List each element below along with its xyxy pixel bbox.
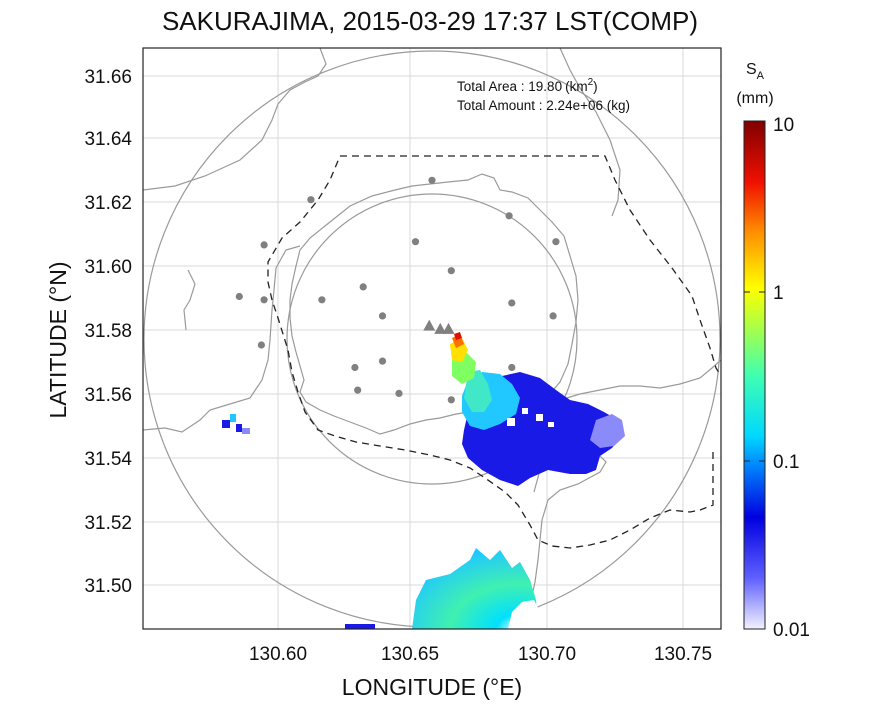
station-markers [235,176,560,404]
chart-title: SAKURAJIMA, 2015-03-29 17:37 LST(COMP) [162,6,698,36]
plot-area [143,48,721,629]
vent-markers [423,319,455,334]
y-axis: 31.66 31.64 31.62 31.60 31.58 31.56 31.5… [45,67,132,597]
station-marker [260,241,268,249]
x-tick-label: 130.65 [381,644,439,665]
total-area-unit-close: ) [593,79,598,94]
ash-deposit-fan-south [345,548,540,629]
y-tick-label: 31.52 [84,513,132,534]
colorbar-symbol-sub: A [757,70,765,82]
station-marker [359,283,367,291]
station-marker [447,267,455,275]
station-marker [505,212,513,220]
colorbar-unit: (mm) [736,90,773,107]
station-marker [447,396,455,404]
colorbar-symbol: SA [746,61,765,82]
mainland-coast-north [143,48,327,191]
plume-red [454,332,462,340]
bay-coast-east [559,359,721,401]
station-marker [552,238,560,246]
station-marker [307,196,315,204]
y-tick-label: 31.64 [84,129,132,150]
station-marker [378,312,387,320]
plume-white-speck [507,418,515,426]
station-marker [318,296,326,304]
y-tick-label: 31.56 [84,385,132,406]
x-tick-label: 130.60 [249,644,307,665]
y-tick-label: 31.54 [84,449,132,470]
station-marker [351,363,359,372]
station-marker [354,386,362,394]
total-area-text: Total Area : 19.80 [457,79,562,94]
vent-marker [434,322,447,334]
total-area-unit-sup: 2 [588,77,594,88]
station-marker [260,296,268,304]
colorbar-tick-label: 1 [773,283,784,304]
ash-deposit-patch-west [222,414,250,434]
mainland-coast-west [143,245,301,433]
x-tick-label: 130.75 [654,644,712,665]
station-marker [508,363,516,372]
north-coast-detail [559,48,621,217]
vent-marker [423,319,436,331]
plot-border [142,47,722,630]
plume-white-speck [522,408,528,414]
y-tick-label: 31.50 [84,576,132,597]
plume-white-speck [548,422,554,427]
y-tick-label: 31.60 [84,257,132,278]
station-marker [411,238,420,246]
colorbar: SA (mm) 10 1 0.1 0.01 [736,61,810,641]
ash-deposit-plume [450,332,625,486]
colorbar-gradient [743,120,766,630]
total-area-unit: (km [565,79,588,94]
plume-lightblue-edge [590,414,625,448]
station-marker [508,299,516,307]
station-marker [378,357,387,365]
peninsula-west [183,269,196,331]
colorbar-tick-label: 0.1 [773,452,799,473]
x-axis: 130.60 130.65 130.70 130.75 LONGITUDE (°… [249,644,712,700]
total-area-label: Total Area : 19.80 (km2) [457,77,598,94]
colorbar-tick-label: 10 [773,115,794,136]
colorbar-symbol-main: S [746,61,757,78]
y-tick-label: 31.58 [84,321,132,342]
colorbar-tick-label: 0.01 [773,620,810,641]
y-tick-label: 31.66 [84,67,132,88]
station-marker [428,176,436,184]
dashed-boundary [267,155,721,549]
station-marker [257,341,265,349]
y-axis-label: LATITUDE (°N) [45,262,71,419]
inner-range-circle [286,193,578,485]
x-axis-label: LONGITUDE (°E) [342,674,522,700]
y-tick-label: 31.62 [84,193,132,214]
vent-marker [442,322,455,334]
plume-white-speck [536,414,543,421]
x-tick-label: 130.70 [518,644,576,665]
station-marker [235,292,243,301]
station-marker [549,312,557,320]
total-amount-label: Total Amount : 2.24e+06 (kg) [457,98,630,113]
plume-teal-core [464,370,492,412]
station-marker [395,389,403,397]
